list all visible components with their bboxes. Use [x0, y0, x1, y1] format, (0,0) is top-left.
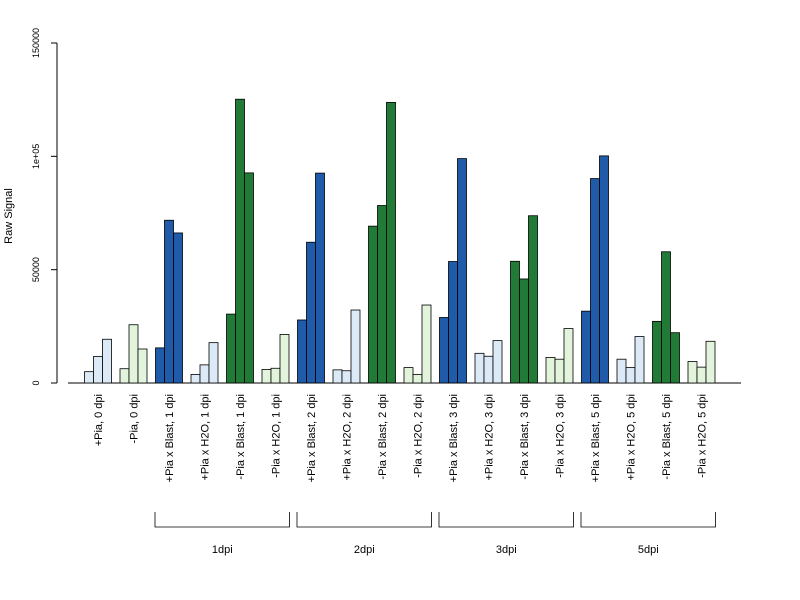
x-tick-label: -Pia x Blast, 5 dpi: [661, 394, 673, 480]
group-bracket-label: 2dpi: [354, 544, 375, 556]
bar: [270, 367, 281, 384]
bar: [590, 178, 600, 384]
bar: [581, 310, 591, 384]
bar: [244, 172, 254, 384]
x-tick-label: +Pia, 0 dpi: [93, 394, 105, 446]
bar: [696, 366, 707, 384]
group-bracket: [154, 512, 290, 528]
x-tick-label: -Pia x H2O, 3 dpi: [555, 394, 567, 478]
x-tick-label: -Pia x Blast, 2 dpi: [377, 394, 389, 480]
bar: [625, 367, 636, 384]
bar: [457, 158, 467, 384]
y-tick-label: 0: [31, 380, 41, 385]
group-bracket: [438, 512, 574, 528]
bar: [528, 215, 538, 384]
bar: [519, 278, 529, 384]
x-tick-label: +Pia x Blast, 5 dpi: [590, 394, 602, 482]
group-bracket-label: 3dpi: [496, 544, 517, 556]
x-tick-label: +Pia x Blast, 2 dpi: [306, 394, 318, 482]
bar: [332, 369, 343, 384]
bar: [554, 358, 565, 384]
bar: [84, 371, 94, 384]
bar: [368, 225, 378, 384]
bar: [421, 304, 432, 384]
y-tick-label: 50000: [31, 257, 41, 282]
bar: [199, 364, 210, 384]
bar: [208, 342, 219, 384]
bar: [412, 373, 423, 384]
bar: [137, 348, 148, 384]
bar: [634, 336, 645, 384]
bar: [315, 172, 325, 384]
y-tick-label: 150000: [31, 28, 41, 58]
bar: [350, 309, 361, 384]
bar: [93, 356, 103, 384]
bar: [492, 340, 503, 384]
x-tick-label: +Pia x Blast, 3 dpi: [448, 394, 460, 482]
bar: [563, 328, 574, 384]
bar: [670, 332, 680, 384]
group-bracket-label: 5dpi: [638, 544, 659, 556]
x-tick-label: -Pia x H2O, 2 dpi: [413, 394, 425, 478]
bar: [226, 313, 236, 384]
bar: [341, 370, 352, 384]
group-bracket: [296, 512, 432, 528]
bar: [164, 219, 174, 384]
bar: [279, 334, 290, 384]
bar: [510, 260, 520, 384]
bar: [661, 251, 671, 384]
bar: [403, 367, 414, 384]
bar: [155, 347, 165, 384]
bar: [102, 338, 112, 384]
x-tick-label: -Pia, 0 dpi: [129, 394, 141, 444]
bar: [448, 261, 458, 384]
group-bracket-label: 1dpi: [212, 544, 233, 556]
x-tick-label: -Pia x Blast, 1 dpi: [235, 394, 247, 480]
bar: [687, 361, 698, 384]
y-axis-title: Raw Signal: [3, 188, 15, 244]
bar: [173, 232, 183, 384]
bar: [599, 155, 609, 384]
y-tick-label: 1e+05: [31, 144, 41, 169]
x-tick-label: -Pia x H2O, 5 dpi: [697, 394, 709, 478]
x-tick-label: +Pia x H2O, 5 dpi: [626, 394, 638, 481]
group-bracket: [580, 512, 716, 528]
bar: [652, 320, 662, 384]
bar: [474, 352, 485, 384]
x-tick-label: +Pia x Blast, 1 dpi: [164, 394, 176, 482]
bar: [297, 319, 307, 384]
x-tick-label: -Pia x Blast, 3 dpi: [519, 394, 531, 480]
x-tick-label: -Pia x H2O, 1 dpi: [271, 394, 283, 478]
bar: [306, 241, 316, 384]
bar: [128, 324, 139, 384]
bar: [190, 373, 201, 384]
bar: [261, 368, 272, 384]
bar: [545, 356, 556, 384]
bar: [386, 101, 396, 384]
bar: [705, 340, 716, 384]
bar: [483, 355, 494, 384]
bar: [377, 205, 387, 384]
x-tick-label: +Pia x H2O, 2 dpi: [342, 394, 354, 481]
bar: [439, 317, 449, 384]
x-tick-label: +Pia x H2O, 1 dpi: [200, 394, 212, 481]
bar: [616, 358, 627, 384]
bar: [235, 98, 245, 384]
x-tick-label: +Pia x H2O, 3 dpi: [484, 394, 496, 481]
bar: [119, 368, 130, 384]
